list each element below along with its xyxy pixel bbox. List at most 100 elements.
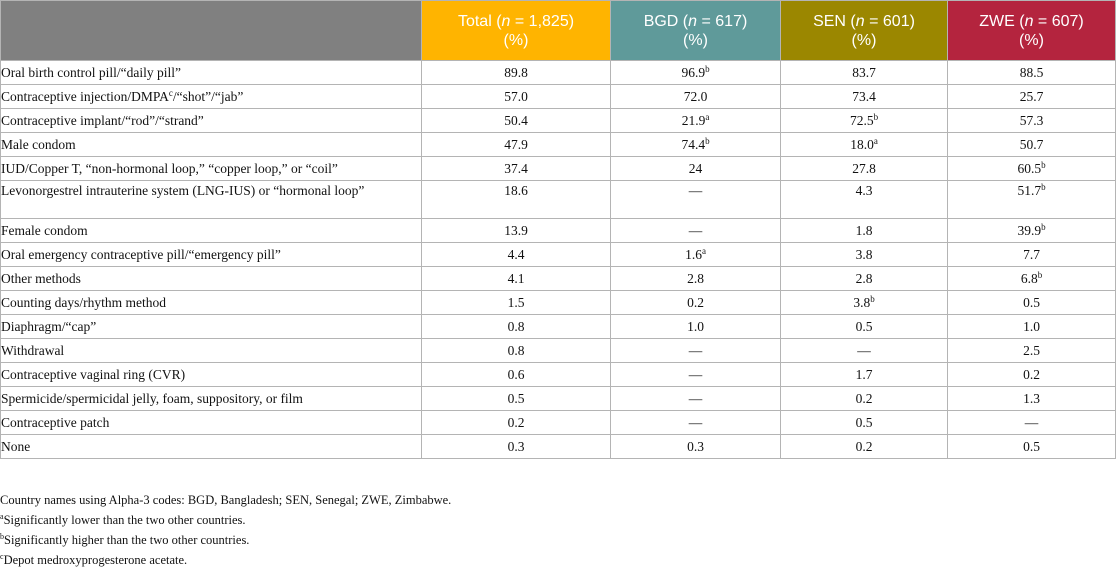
table-row: Other methods 4.1 2.8 2.8 6.8b xyxy=(0,266,1116,291)
cell-total: 47.9 xyxy=(421,132,611,157)
cell-bgd: 74.4b xyxy=(610,132,781,157)
cell-value: 51.7 xyxy=(1017,183,1042,198)
cell-bgd: 2.8 xyxy=(610,266,781,291)
table-header-row: Total (n = 1,825) (%) BGD (n = 617) (%) … xyxy=(0,0,1116,61)
cell-sen: 3.8b xyxy=(780,290,948,315)
table-row: Oral birth control pill/“daily pill” 89.… xyxy=(0,60,1116,85)
table-row: Contraceptive implant/“rod”/“strand” 50.… xyxy=(0,108,1116,133)
cell-bgd: — xyxy=(610,386,781,411)
cell-bgd: — xyxy=(610,362,781,387)
row-label: Oral birth control pill/“daily pill” xyxy=(0,60,422,85)
header-total-unit: (%) xyxy=(503,31,529,49)
cell-bgd: 24 xyxy=(610,156,781,181)
header-total-count: = 1,825) xyxy=(510,12,575,30)
cell-value: 1.6 xyxy=(685,246,702,262)
table-row: None 0.3 0.3 0.2 0.5 xyxy=(0,434,1116,459)
footnote-b-text: Significantly higher than the two other … xyxy=(4,533,250,547)
cell-bgd: 96.9b xyxy=(610,60,781,85)
table-row: Withdrawal 0.8 — — 2.5 xyxy=(0,338,1116,363)
footnote-mark: b xyxy=(1037,269,1043,280)
cell-value: 39.9 xyxy=(1017,222,1042,238)
cell-sen: 3.8 xyxy=(780,242,948,267)
cell-zwe: 39.9b xyxy=(947,218,1116,243)
footnote-a: aSignificantly lower than the two other … xyxy=(0,510,451,530)
header-zwe-name: ZWE ( xyxy=(979,12,1025,30)
cell-zwe: — xyxy=(947,410,1116,435)
cell-sen: 0.2 xyxy=(780,386,948,411)
cell-sen: 18.0a xyxy=(780,132,948,157)
cell-zwe: 25.7 xyxy=(947,84,1116,109)
cell-total: 50.4 xyxy=(421,108,611,133)
row-label: Contraceptive injection/DMPAc/“shot”/“ja… xyxy=(0,84,422,109)
header-sen-n: n xyxy=(855,12,865,30)
cell-total: 0.2 xyxy=(421,410,611,435)
header-bgd-n: n xyxy=(688,12,698,30)
cell-value: 72.5 xyxy=(849,112,874,128)
row-label: Contraceptive implant/“rod”/“strand” xyxy=(0,108,422,133)
row-label: Other methods xyxy=(0,266,422,291)
footnote-mark: b xyxy=(1041,159,1046,170)
table-row: Female condom 13.9 — 1.8 39.9b xyxy=(0,218,1116,243)
header-zwe-unit: (%) xyxy=(1019,31,1044,49)
cell-bgd: 1.6a xyxy=(610,242,781,267)
footnote-mark: b xyxy=(1041,182,1046,192)
cell-zwe: 0.5 xyxy=(947,290,1116,315)
cell-sen: 2.8 xyxy=(780,266,948,291)
row-label: Female condom xyxy=(0,218,422,243)
cell-sen: 0.5 xyxy=(780,410,948,435)
table-footnotes: Country names using Alpha-3 codes: BGD, … xyxy=(0,490,451,570)
cell-zwe: 6.8b xyxy=(947,266,1116,291)
cell-total: 0.3 xyxy=(421,434,611,459)
cell-total: 89.8 xyxy=(421,60,611,85)
cell-zwe: 50.7 xyxy=(947,132,1116,157)
cell-value: 18.0 xyxy=(850,136,874,152)
cell-sen: 1.8 xyxy=(780,218,948,243)
table-row: Counting days/rhythm method 1.5 0.2 3.8b… xyxy=(0,290,1116,315)
table-row: Diaphragm/“cap” 0.8 1.0 0.5 1.0 xyxy=(0,314,1116,339)
table-row: IUD/Copper T, “non-hormonal loop,” “copp… xyxy=(0,156,1116,181)
header-sen-count: = 601) xyxy=(864,12,915,30)
header-bgd-unit: (%) xyxy=(683,31,708,49)
table-row: Contraceptive vaginal ring (CVR) 0.6 — 1… xyxy=(0,362,1116,387)
cell-sen: — xyxy=(780,338,948,363)
footnote-c: cDepot medroxyprogesterone acetate. xyxy=(0,550,451,570)
cell-sen: 72.5b xyxy=(780,108,948,133)
header-sen-unit: (%) xyxy=(851,31,877,49)
row-label: Male condom xyxy=(0,132,422,157)
cell-sen: 73.4 xyxy=(780,84,948,109)
row-label: Contraceptive patch xyxy=(0,410,422,435)
cell-bgd: — xyxy=(610,410,781,435)
cell-bgd: — xyxy=(610,218,781,243)
header-blank-cell xyxy=(0,0,422,61)
footnote-b: bSignificantly higher than the two other… xyxy=(0,530,451,550)
cell-zwe: 88.5 xyxy=(947,60,1116,85)
row-label: Diaphragm/“cap” xyxy=(0,314,422,339)
row-label-rest: /“shot”/“jab” xyxy=(172,88,244,104)
row-label: Levonorgestrel intrauterine system (LNG-… xyxy=(0,180,422,219)
table-row: Contraceptive patch 0.2 — 0.5 — xyxy=(0,410,1116,435)
header-sen-name: SEN ( xyxy=(813,12,856,30)
footnote-mark: a xyxy=(701,245,706,256)
cell-total: 0.8 xyxy=(421,314,611,339)
header-total-n: n xyxy=(501,12,511,30)
cell-zwe: 51.7b xyxy=(947,180,1116,219)
header-zwe-count: = 607) xyxy=(1033,12,1084,30)
table-row: Contraceptive injection/DMPAc/“shot”/“ja… xyxy=(0,84,1116,109)
row-label: Counting days/rhythm method xyxy=(0,290,422,315)
cell-total: 0.5 xyxy=(421,386,611,411)
cell-zwe: 60.5b xyxy=(947,156,1116,181)
row-label: Oral emergency contraceptive pill/“emerg… xyxy=(0,242,422,267)
row-label: Withdrawal xyxy=(0,338,422,363)
cell-zwe: 57.3 xyxy=(947,108,1116,133)
table-row: Spermicide/spermicidal jelly, foam, supp… xyxy=(0,386,1116,411)
table-row: Levonorgestrel intrauterine system (LNG-… xyxy=(0,180,1116,219)
footnote-mark: b xyxy=(873,111,879,122)
row-label: Spermicide/spermicidal jelly, foam, supp… xyxy=(0,386,422,411)
cell-total: 4.4 xyxy=(421,242,611,267)
row-label: Contraceptive vaginal ring (CVR) xyxy=(0,362,422,387)
cell-sen: 4.3 xyxy=(780,180,948,219)
cell-bgd: 1.0 xyxy=(610,314,781,339)
cell-sen: 27.8 xyxy=(780,156,948,181)
cell-zwe: 0.5 xyxy=(947,434,1116,459)
footnote-mark: a xyxy=(705,111,710,122)
